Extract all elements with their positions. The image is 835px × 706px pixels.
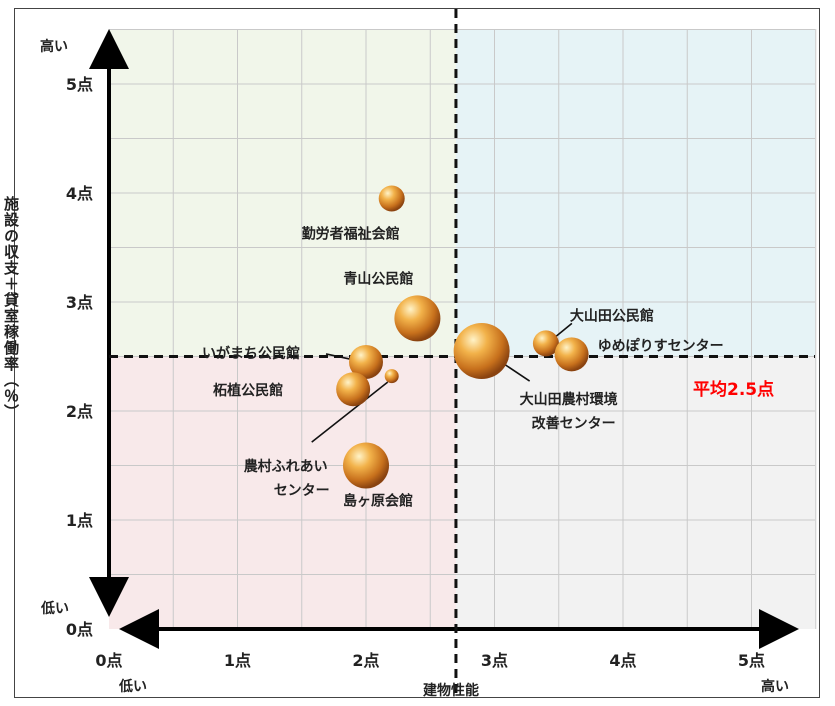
- x-tick-label: 0点: [95, 651, 122, 670]
- y-tick-label: 5点: [66, 75, 93, 94]
- bubble-point: [384, 369, 399, 384]
- x-tick-label: 4点: [609, 651, 636, 670]
- bubble-point: [336, 372, 371, 407]
- data-points: [336, 185, 589, 489]
- x-tick-label: 1点: [224, 651, 251, 670]
- bubble-chart: 0点 1点 2点 3点 4点 5点 0点 1点 2点 3点 4点 5点 勤労者福祉会館青山公民館いがま…: [40, 9, 817, 699]
- y-axis-title: 施設の収支＋貸室稼働率（％）: [2, 196, 20, 420]
- point-label: 青山公民館: [343, 270, 413, 287]
- average-label: 平均2.5点: [693, 379, 774, 400]
- leader-line: [311, 381, 389, 443]
- y-tick-label: 2点: [66, 402, 93, 421]
- bubble-point: [532, 330, 559, 357]
- bubble-point: [378, 185, 405, 212]
- y-tick-label: 0点: [66, 620, 93, 639]
- x-tick-label: 5点: [738, 651, 765, 670]
- quadrant-bottom-right: [455, 356, 815, 629]
- x-axis-title: 建物性能: [423, 682, 479, 699]
- point-label: ゆめぽりすセンター: [598, 337, 724, 354]
- bubble-point: [554, 337, 589, 372]
- y-tick-label: 3点: [66, 293, 93, 312]
- point-label: 島ヶ原会館: [343, 493, 413, 510]
- x-high-label: 高い: [761, 678, 789, 695]
- y-low-label: 低い: [40, 600, 69, 617]
- point-label: 農村ふれあい: [244, 458, 328, 475]
- y-tick-label: 1点: [66, 511, 93, 530]
- x-tick-label: 2点: [352, 651, 379, 670]
- quadrant-bottom-left: [109, 356, 456, 629]
- x-low-label: 低い: [118, 678, 147, 695]
- tick-labels: 0点 1点 2点 3点 4点 5点 0点 1点 2点 3点 4点 5点: [66, 75, 765, 670]
- point-label: 大山田農村環境: [520, 391, 618, 408]
- y-tick-label: 4点: [66, 184, 93, 203]
- point-label: 勤労者福祉会館: [302, 225, 400, 242]
- bubble-point: [343, 442, 389, 489]
- bubble-point: [349, 344, 383, 379]
- bubble-point: [394, 295, 441, 342]
- point-label: 柘植公民館: [212, 382, 283, 399]
- point-label: 大山田公民館: [570, 307, 654, 324]
- point-label: 改善センター: [532, 415, 616, 432]
- point-label: いがまち公民館: [202, 345, 300, 362]
- point-label: センター: [274, 483, 330, 499]
- y-high-label: 高い: [40, 38, 68, 55]
- bubble-point: [453, 323, 510, 380]
- x-tick-label: 3点: [481, 651, 508, 670]
- chart-frame: 0点 1点 2点 3点 4点 5点 0点 1点 2点 3点 4点 5点 勤労者福祉会館青山公民館いがま…: [14, 8, 820, 699]
